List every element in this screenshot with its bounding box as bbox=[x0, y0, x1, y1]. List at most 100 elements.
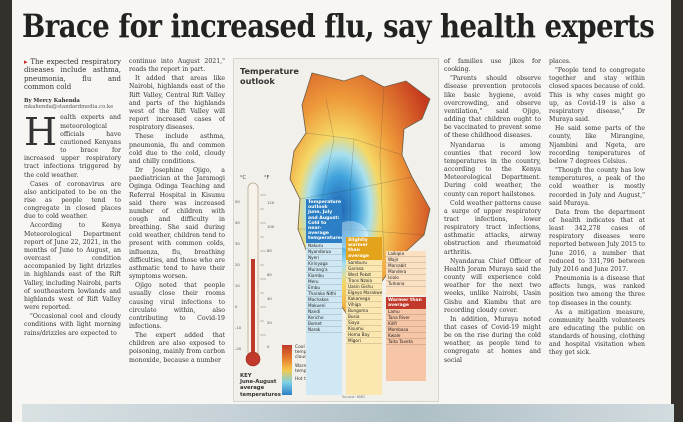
north-counties-box: Laikipia Wajir Marsabit Mandera Isiolo Turkan… bbox=[386, 251, 426, 295]
thermometer-tick-label: 60 bbox=[267, 272, 272, 277]
article-column-3: of families use jikos for cooking. "Pare… bbox=[444, 58, 541, 398]
thermometer-tick-label: 0 bbox=[267, 344, 270, 349]
paragraph: Dr Josephine Ojigo, a paediatrician at t… bbox=[129, 167, 225, 281]
county-item: Siaya bbox=[346, 320, 382, 326]
county-item: Turkana bbox=[386, 281, 426, 287]
county-item: Kiambu bbox=[306, 273, 342, 279]
county-item: Mombasa bbox=[386, 327, 426, 334]
paragraph: As a mitigation measure, community healt… bbox=[549, 308, 645, 357]
byline-email: mkahenda@standardmedia.co.ke bbox=[24, 104, 114, 111]
county-item: Murang'a bbox=[306, 267, 342, 273]
county-item: Kisumu bbox=[346, 326, 382, 332]
thermometer-fahrenheit-ticks: 120 100 80 60 40 20 0 bbox=[267, 191, 274, 359]
callout-bullet-icon: ▸ bbox=[24, 58, 28, 66]
county-item: Nandi bbox=[306, 309, 342, 315]
paragraph: It added that areas like Nairobi, highla… bbox=[129, 75, 225, 132]
paragraph: of families use jikos for cooking. bbox=[444, 58, 541, 74]
pull-quote-text: The expected respiratory diseases includ… bbox=[24, 58, 121, 92]
warm-box-title: Warmer than average bbox=[386, 297, 426, 310]
county-item: Mandera bbox=[386, 269, 426, 275]
thermometer-celsius-label: °C bbox=[240, 175, 246, 181]
page-edge-left bbox=[0, 0, 12, 422]
paragraph: "Though the county has low temperatures,… bbox=[549, 167, 645, 207]
article-column-2: continue into August 2021," reads the re… bbox=[129, 58, 225, 398]
county-item: Laikipia bbox=[386, 251, 426, 257]
cool-box-title: Temperature outlook June, July and Augus… bbox=[306, 199, 342, 243]
county-item: Samburu bbox=[346, 260, 382, 266]
thermometer-tick-label: -10 bbox=[235, 325, 242, 330]
county-item: Meru bbox=[306, 279, 342, 285]
paragraph: Data from the department of health indic… bbox=[549, 208, 645, 273]
county-item: Taita Taveta bbox=[386, 339, 426, 346]
warm-counties-box: Warmer than average Lamu Tana River Kilifi… bbox=[386, 297, 426, 381]
paragraph: Cases of coronavirus are also anticipate… bbox=[24, 180, 121, 221]
dropcap: H bbox=[24, 110, 58, 155]
county-item: Machakos bbox=[306, 297, 342, 303]
thermometer-tick-label: 40 bbox=[267, 296, 272, 301]
cool-counties-list: Nakuru Nyandarua Nyeri Kirinyaga Murang'a Kia… bbox=[306, 243, 342, 333]
thermometer-tick-label: 20 bbox=[235, 262, 240, 267]
next-article-image-strip bbox=[22, 404, 674, 422]
thermometer-tick-label: 80 bbox=[267, 248, 272, 253]
thermometer-tick-label: 30 bbox=[235, 241, 240, 246]
paragraph: Nyandarua is among counties that record … bbox=[444, 141, 541, 198]
county-item: Kirinyaga bbox=[306, 261, 342, 267]
paragraph: "People tend to congregate together and … bbox=[549, 67, 645, 124]
paragraph: Nyandarua Chief Officer of Health Joram … bbox=[444, 257, 541, 314]
county-item: Narok bbox=[306, 327, 342, 333]
county-item: Kilifi bbox=[386, 321, 426, 328]
county-item: Kakamega bbox=[346, 296, 382, 302]
byline-author: By Mercy Kahenda bbox=[24, 97, 80, 104]
thermometer-bulb bbox=[245, 351, 261, 367]
county-item: Nyeri bbox=[306, 255, 342, 261]
pull-quote: ▸ The expected respiratory diseases incl… bbox=[24, 58, 121, 92]
county-item: Elgeyo Marakwet bbox=[346, 289, 382, 296]
legend-title: KEY June-August average temperatures bbox=[240, 373, 281, 398]
county-item: Busia bbox=[346, 314, 382, 320]
county-item: Tharaka Nithi bbox=[306, 291, 342, 297]
thermometer-tick-label: 10 bbox=[235, 283, 240, 288]
thermometer-tick-label: 100 bbox=[267, 224, 275, 229]
mid-counties-box: Slightly warmer than average Samburu Gari… bbox=[346, 237, 382, 395]
county-item: Homa Bay bbox=[346, 332, 382, 338]
county-item: Kwale bbox=[386, 333, 426, 340]
thermometer-tick-label: 50 bbox=[235, 199, 240, 204]
county-item: Nyandarua bbox=[306, 249, 342, 255]
paragraph: Ojigo noted that people usually close th… bbox=[129, 282, 225, 330]
headline: Brace for increased flu, say health expe… bbox=[22, 7, 655, 45]
paragraph: "Parents should observe disease preventi… bbox=[444, 75, 541, 140]
paragraph: "Occasional cool and cloudy conditions w… bbox=[24, 313, 121, 337]
thermometer-mercury bbox=[251, 259, 255, 355]
article-column-1: ▸ The expected respiratory diseases incl… bbox=[24, 58, 121, 398]
county-item: Migori bbox=[346, 338, 382, 344]
county-item: Vihiga bbox=[346, 302, 382, 308]
thermometer-celsius-ticks: 50 40 30 20 10 0 -10 -20 bbox=[235, 191, 241, 359]
county-item: Nakuru bbox=[306, 243, 342, 249]
county-item: Bomet bbox=[306, 321, 342, 327]
county-item: Uasin Gishu bbox=[346, 284, 382, 290]
county-item: Makueni bbox=[306, 303, 342, 309]
county-item: Tana River bbox=[386, 315, 426, 322]
county-item: Embu bbox=[306, 285, 342, 291]
thermometer-tick-label: 120 bbox=[267, 200, 275, 205]
mid-counties-list: Samburu Garissa West Pokot Trans Nzoia Uasin… bbox=[346, 260, 382, 344]
paragraph: According to Kenya Meteorological Depart… bbox=[24, 222, 121, 312]
thermometer-tick-label: -20 bbox=[235, 346, 242, 351]
county-item: Lamu bbox=[386, 309, 426, 316]
paragraph: continue into August 2021," reads the re… bbox=[129, 58, 225, 74]
paragraph: These include asthma, pneumonia, flu and… bbox=[129, 133, 225, 165]
county-item: Kericho bbox=[306, 315, 342, 321]
warm-counties-list: Lamu Tana River Kilifi Mombasa Kwale Taita Ta… bbox=[386, 309, 426, 346]
thermometer-tick-label: 20 bbox=[267, 320, 272, 325]
cool-counties-box: Temperature outlook June, July and Augus… bbox=[306, 199, 342, 395]
county-item: Garissa bbox=[346, 266, 382, 272]
temperature-outlook-graphic: Temperature outlook °C °F 50 40 30 20 10 0 -10… bbox=[233, 58, 439, 402]
paragraph: Cold weather patterns cause a surge of u… bbox=[444, 199, 541, 256]
mid-box-title: Slightly warmer than average bbox=[346, 237, 382, 260]
graphic-credit: Source: KMD bbox=[342, 395, 365, 399]
paragraph: He said some parts of the county, like M… bbox=[549, 125, 645, 165]
graphic-title: Temperature outlook bbox=[240, 66, 299, 86]
thermometer-tick-label: 0 bbox=[235, 304, 238, 309]
